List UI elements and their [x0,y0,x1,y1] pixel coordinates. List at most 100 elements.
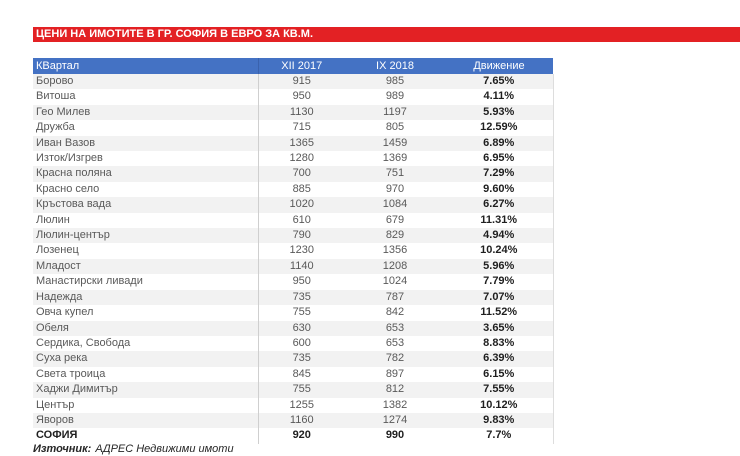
ix2018-cell: 1382 [382,398,408,411]
total-row: СОФИЯ 920 990 7.7% [33,428,554,444]
title-bar: ЦЕНИ НА ИМОТИТЕ В ГР. СОФИЯ В ЕВРО ЗА КВ… [33,27,740,42]
table-row: Люлин-център 790 829 4.94% [33,228,554,244]
change-cell: 11.52% [445,305,554,321]
source-label: Източник: [33,443,92,455]
table-row: Обеля 630 653 3.65% [33,320,554,336]
ix2018-cell: 653 [385,336,405,349]
change-cell: 7.79% [445,274,554,290]
table-row: Младост 1140 1208 5.96% [33,258,554,275]
change-cell: 10.12% [445,397,554,413]
ix2018-cell: 1274 [382,413,408,426]
district-cell: Овча купел [33,305,259,321]
table-row: Кръстова вада 1020 1084 6.27% [33,197,554,213]
district-cell: Кръстова вада [33,197,259,213]
table-row: Манастирски ливади 950 1024 7.79% [33,274,554,290]
table-row: Витоша 950 989 4.11% [33,89,554,105]
xii2017-cell: 1160 [289,413,314,426]
xii2017-cell: 755 [292,306,311,319]
ix2018-cell: 989 [385,90,405,103]
ix2018-cell: 787 [385,290,405,303]
table-row: Хаджи Димитър 755 812 7.55% [33,382,554,398]
change-cell: 6.39% [445,351,554,367]
change-cell: 9.83% [445,412,554,429]
ix2018-cell: 897 [385,367,405,380]
ix2018-cell: 985 [385,75,405,87]
xii2017-cell: 715 [292,121,311,134]
district-cell: Красна поляна [33,166,259,182]
change-cell: 5.93% [445,104,554,121]
ix2018-cell: 1208 [382,259,408,272]
xii2017-cell: 920 [292,429,311,442]
ix2018-cell: 1024 [382,275,408,288]
table-row: Сердика, Свобода 600 653 8.83% [33,335,554,352]
table-row: Лозенец 1230 1356 10.24% [33,243,554,259]
change-cell: 6.27% [445,197,554,213]
district-cell: Младост [33,258,259,275]
district-cell: Суха река [33,351,259,367]
change-cell: 4.11% [445,89,554,105]
change-cell: 6.89% [445,135,554,152]
xii2017-cell: 885 [292,182,311,195]
xii2017-cell: 1280 [289,152,314,165]
xii2017-cell: 845 [292,367,311,380]
table-header-row: КВартал XII 2017 IX 2018 Движение [33,58,553,74]
table-row: Овча купел 755 842 11.52% [33,305,554,321]
change-cell: 5.96% [445,258,554,275]
district-cell: Борово [33,74,259,90]
change-cell: 3.65% [445,320,554,336]
table-body: Борово 915 985 7.65% Витоша 950 989 4.11% Гео Ми… [33,74,554,444]
district-cell: Иван Вазов [33,135,259,152]
change-cell: 7.65% [445,74,554,90]
ix2018-cell: 653 [385,321,405,334]
change-cell: 8.83% [445,335,554,352]
table-row: Борово 915 985 7.65% [33,74,554,90]
column-header-change: Движение [445,58,553,74]
ix2018-cell: 782 [385,352,405,365]
column-header-ix-2018: IX 2018 [345,58,445,74]
xii2017-cell: 600 [292,336,311,349]
change-cell: 9.60% [445,181,554,198]
table-row: Суха река 735 782 6.39% [33,351,554,367]
district-cell: Манастирски ливади [33,274,259,290]
district-cell: Люлин [33,212,259,229]
xii2017-cell: 735 [292,352,311,365]
column-header-district: КВартал [33,58,259,74]
xii2017-cell: 630 [292,321,311,334]
district-cell: Яворов [33,412,259,429]
ix2018-cell: 1369 [382,152,408,165]
table-row: Красна поляна 700 751 7.29% [33,166,554,182]
change-cell: 6.15% [445,366,554,383]
page-title: ЦЕНИ НА ИМОТИТЕ В ГР. СОФИЯ В ЕВРО ЗА КВ… [36,28,314,40]
table-row: Дружба 715 805 12.59% [33,120,554,136]
source-text: АДРЕС Недвижими имоти [95,443,234,455]
change-cell: 7.07% [445,289,554,306]
change-cell: 6.95% [445,151,554,167]
change-cell: 10.24% [445,243,554,259]
xii2017-cell: 1140 [289,259,314,272]
district-cell: Хаджи Димитър [33,382,259,398]
xii2017-cell: 950 [292,90,311,103]
district-cell: Гео Милев [33,104,259,121]
xii2017-cell: 610 [292,213,311,226]
table-row: Център 1255 1382 10.12% [33,397,554,413]
change-cell: 7.29% [445,166,554,182]
ix2018-cell: 842 [385,306,405,319]
district-cell: Лозенец [33,243,259,259]
xii2017-cell: 755 [292,383,311,396]
table-row: Гео Милев 1130 1197 5.93% [33,104,554,121]
xii2017-cell: 790 [292,229,311,242]
ix2018-cell: 1459 [382,136,408,149]
district-cell: СОФИЯ [33,428,259,444]
district-cell: Сердика, Свобода [33,335,259,352]
change-cell: 4.94% [445,228,554,244]
change-cell: 7.55% [445,382,554,398]
change-cell: 12.59% [445,120,554,136]
change-cell: 7.7% [445,428,554,444]
xii2017-cell: 700 [292,167,311,180]
table-row: Яворов 1160 1274 9.83% [33,412,554,429]
ix2018-cell: 1197 [383,105,407,118]
ix2018-cell: 679 [385,213,405,226]
xii2017-cell: 1020 [289,198,314,211]
district-cell: Център [33,397,259,413]
district-cell: Люлин-център [33,228,259,244]
